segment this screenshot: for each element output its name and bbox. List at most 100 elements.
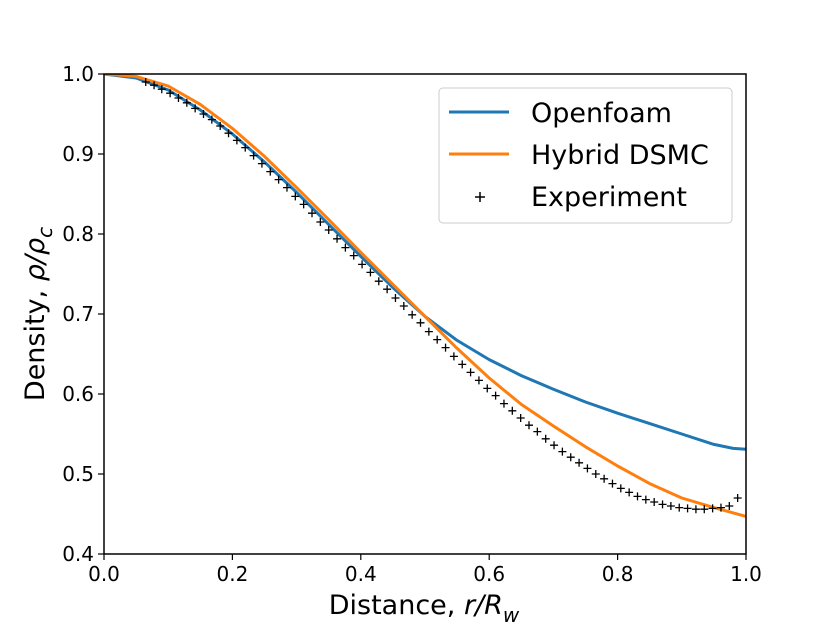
data-point-experiment (708, 504, 717, 513)
x-axis-label-var: r/R (464, 590, 503, 621)
data-point-experiment (383, 285, 392, 294)
data-point-experiment (274, 175, 283, 184)
data-point-experiment (691, 505, 700, 514)
data-point-experiment (449, 352, 458, 361)
data-point-experiment (608, 479, 617, 488)
y-tick-label: 0.6 (62, 382, 94, 406)
x-tick-label: 0.0 (88, 562, 120, 586)
y-axis-label-var: ρ/ρ (20, 238, 51, 281)
data-point-experiment (257, 159, 266, 168)
data-point-experiment (658, 500, 667, 509)
legend-label-experiment: Experiment (531, 182, 687, 213)
data-point-experiment (550, 441, 559, 450)
data-point-experiment (358, 260, 367, 269)
data-point-experiment (174, 94, 183, 102)
data-point-experiment (483, 384, 492, 393)
y-axis-label-sub: c (33, 227, 57, 238)
legend-label-openfoam: Openfoam (531, 98, 672, 129)
legend-frame (438, 87, 733, 224)
data-point-experiment (399, 302, 408, 310)
legend-handle-experiment (475, 192, 485, 202)
data-point-experiment (641, 495, 650, 504)
x-axis-ticks: 0.0 0.2 0.4 0.6 0.8 1.0 (88, 554, 762, 586)
plot-series (104, 74, 746, 518)
data-point-experiment (299, 200, 308, 209)
data-point-experiment (725, 502, 734, 510)
data-point-experiment (499, 399, 508, 408)
y-tick-label: 0.9 (62, 142, 94, 166)
data-point-experiment (424, 327, 433, 336)
data-point-experiment (150, 81, 159, 90)
legend: Openfoam Hybrid DSMC Experiment (438, 87, 733, 224)
data-point-experiment (575, 458, 584, 467)
data-point-experiment (141, 78, 150, 86)
data-point-experiment (224, 129, 233, 138)
data-point-experiment (341, 243, 350, 252)
data-point-experiment (249, 151, 258, 160)
data-point-experiment (458, 360, 467, 369)
x-tick-label: 0.2 (216, 562, 248, 586)
data-point-experiment (441, 343, 450, 352)
data-point-experiment (333, 234, 342, 243)
x-tick-label: 0.4 (345, 562, 377, 586)
data-point-experiment (583, 464, 592, 473)
y-axis-label-text: Density, (20, 281, 51, 401)
y-tick-label: 1.0 (62, 62, 94, 86)
series-line-openfoam (104, 74, 746, 451)
y-axis-ticks: 0.4 0.5 0.6 0.7 0.8 0.9 1.0 (62, 62, 104, 566)
data-point-experiment (591, 470, 600, 478)
data-point-experiment (182, 98, 191, 107)
data-point-experiment (391, 294, 400, 302)
data-point-experiment (157, 85, 166, 94)
data-point-experiment (700, 505, 709, 514)
data-point-experiment (541, 434, 550, 443)
data-point-experiment (625, 488, 634, 497)
data-point-experiment (675, 503, 684, 512)
data-point-experiment (374, 277, 383, 286)
data-point-experiment (166, 89, 175, 98)
axes-frame (103, 73, 747, 555)
data-point-experiment (416, 318, 425, 327)
data-point-experiment (232, 136, 241, 145)
data-point-experiment (207, 115, 216, 124)
data-point-experiment (633, 492, 642, 501)
data-point-experiment (291, 192, 300, 201)
data-point-experiment (600, 474, 609, 483)
data-point-experiment (666, 502, 675, 510)
data-point-experiment (216, 122, 225, 130)
data-point-experiment (650, 498, 659, 506)
data-point-experiment (408, 310, 417, 319)
data-point-experiment (516, 414, 525, 422)
data-point-experiment (491, 391, 500, 400)
data-point-experiment (733, 494, 742, 502)
y-tick-label: 0.8 (62, 222, 94, 246)
data-point-experiment (508, 406, 517, 415)
data-point-experiment (474, 376, 483, 385)
y-tick-label: 0.7 (62, 302, 94, 326)
data-point-experiment (199, 110, 208, 118)
data-point-experiment (616, 484, 625, 493)
data-point-experiment (566, 453, 575, 462)
plot-area (104, 74, 746, 518)
data-point-experiment (466, 368, 475, 377)
legend-label-hybrid-dsmc: Hybrid DSMC (531, 140, 709, 171)
y-axis-label: Density, ρ/ρc (20, 227, 57, 401)
data-point-experiment (324, 226, 333, 234)
x-axis-label: Distance, r/Rw (329, 590, 520, 623)
data-point-experiment (241, 143, 250, 152)
data-point-experiment (349, 251, 358, 260)
x-axis-label-sub: w (503, 603, 520, 623)
data-point-experiment (716, 503, 725, 512)
data-point-experiment (316, 218, 325, 226)
series-line-hybrid-dsmc (104, 74, 746, 518)
data-point-experiment (191, 104, 200, 113)
data-point-experiment (266, 167, 275, 176)
data-point-experiment (533, 427, 542, 436)
data-point-experiment (683, 504, 692, 513)
y-tick-label: 0.5 (62, 462, 94, 486)
x-axis-label-text: Distance, (329, 590, 464, 621)
data-point-experiment (525, 421, 534, 430)
series-markers-experiment (141, 78, 742, 514)
data-point-experiment (308, 209, 317, 218)
